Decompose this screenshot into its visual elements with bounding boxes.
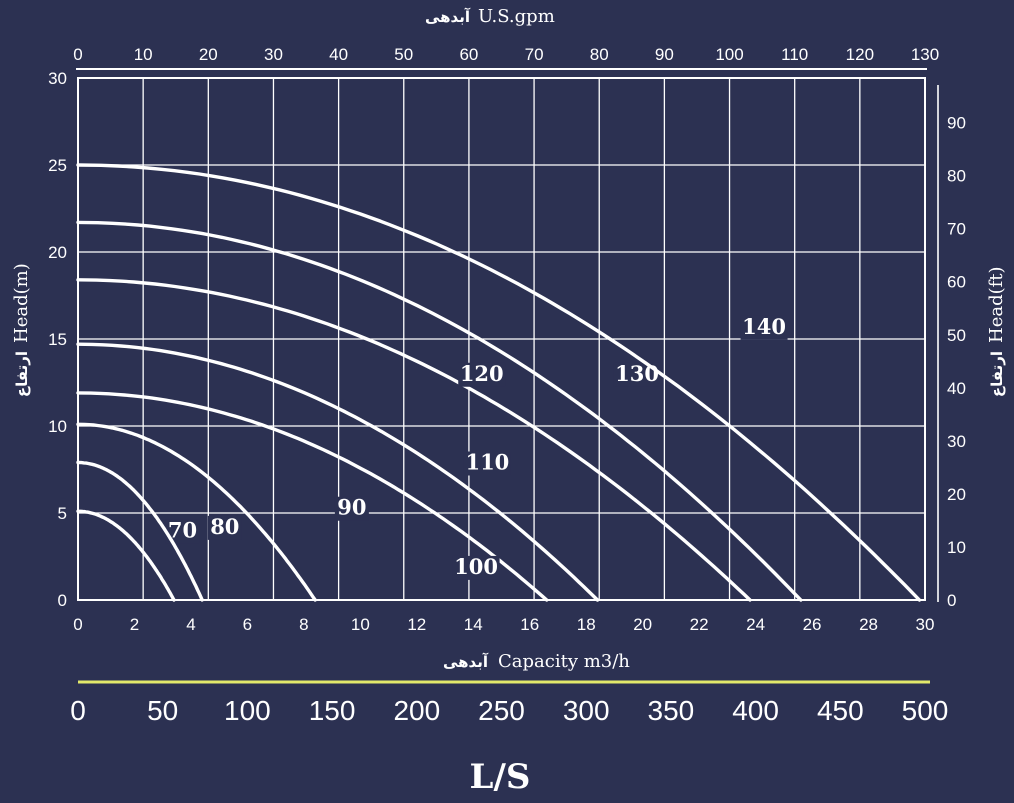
ls-tick-label: 150	[309, 695, 356, 726]
curve-label-bg-80	[207, 515, 242, 540]
x-tick-label: 12	[407, 615, 426, 634]
impeller-curve-130	[76, 220, 803, 602]
top-tick-label: 90	[655, 45, 674, 64]
curve-label-bg-140	[740, 315, 788, 340]
ls-tick-label: 350	[648, 695, 695, 726]
ls-tick-label: 200	[393, 695, 440, 726]
ls-tick-label: 400	[732, 695, 779, 726]
x-tick-label: 6	[243, 615, 252, 634]
top-tick-label: 20	[199, 45, 218, 64]
y-right-tick-label: 70	[947, 220, 966, 239]
ls-tick-label: 50	[147, 695, 178, 726]
top-tick-label: 0	[73, 45, 82, 64]
y-left-title-fa: ارتفاع	[13, 351, 31, 397]
top-tick-label: 80	[590, 45, 609, 64]
top-axis-title-fa: آبدهی	[425, 8, 471, 26]
ls-tick-label: 450	[817, 695, 864, 726]
curve-label-90: 90	[337, 495, 366, 520]
ls-axis-title: L/S	[470, 757, 531, 797]
curve-label-140: 140	[742, 314, 786, 339]
x-tick-label: 18	[577, 615, 596, 634]
y-right-tick-label: 0	[947, 591, 956, 610]
ls-tick-label: 250	[478, 695, 525, 726]
curve-label-120: 120	[460, 361, 504, 386]
top-tick-label: 50	[394, 45, 413, 64]
y-left-tick-label: 20	[48, 243, 67, 262]
x-tick-label: 4	[186, 615, 195, 634]
impeller-curve-80	[76, 460, 204, 602]
curve-label-80: 80	[210, 514, 239, 539]
top-tick-label: 130	[911, 45, 939, 64]
y-right-tick-label: 60	[947, 273, 966, 292]
top-tick-label: 120	[846, 45, 874, 64]
top-tick-label: 30	[264, 45, 283, 64]
x-tick-label: 24	[746, 615, 765, 634]
impeller-curve-90	[76, 422, 317, 602]
y-left-tick-label: 10	[48, 417, 67, 436]
curve-layer: 70 80 90 100 110 120 130 140	[76, 163, 922, 602]
top-tick-label: 40	[329, 45, 348, 64]
impeller-curve-100	[76, 391, 549, 602]
y-right-tick-label: 80	[947, 167, 966, 186]
y-left-tick-label: 25	[48, 156, 67, 175]
top-tick-label: 60	[459, 45, 478, 64]
curve-label-110: 110	[465, 450, 509, 475]
text-layer: 0 10 20 30 40 50 60 70 80 90 100 110 120 130051015202…	[48, 45, 966, 726]
y-right-tick-label: 30	[947, 432, 966, 451]
x-tick-label: 8	[299, 615, 308, 634]
x-tick-label: 30	[916, 615, 935, 634]
y-left-tick-label: 15	[48, 330, 67, 349]
top-tick-label: 70	[525, 45, 544, 64]
y-right-title-group: ارتفاع Head(ft)	[986, 266, 1007, 397]
y-right-tick-label: 40	[947, 379, 966, 398]
x-tick-label: 22	[690, 615, 709, 634]
y-left-title: Head(m)	[11, 263, 32, 343]
curve-label-bg-90	[334, 496, 369, 521]
y-left-tick-label: 5	[58, 504, 67, 523]
curve-label-130: 130	[615, 361, 659, 386]
top-tick-label: 10	[134, 45, 153, 64]
ls-tick-label: 100	[224, 695, 271, 726]
y-right-tick-label: 20	[947, 485, 966, 504]
y-right-title: Head(ft)	[986, 266, 1007, 343]
grid-layer	[76, 68, 939, 684]
y-right-tick-label: 10	[947, 538, 966, 557]
top-axis-title: U.S.gpm	[478, 6, 555, 27]
curve-label-100: 100	[454, 554, 498, 579]
ls-tick-label: 0	[70, 695, 86, 726]
impeller-curve-140	[76, 163, 922, 602]
x-tick-label: 2	[130, 615, 139, 634]
y-right-tick-label: 90	[947, 114, 966, 133]
curve-label-bg-100	[452, 555, 500, 580]
x-tick-label: 28	[859, 615, 878, 634]
x-tick-label: 16	[520, 615, 539, 634]
x-tick-label: 10	[351, 615, 370, 634]
top-tick-label: 110	[781, 45, 808, 64]
top-tick-label: 100	[715, 45, 743, 64]
x-axis-title-fa: آبدهی	[443, 653, 489, 671]
ls-tick-label: 300	[563, 695, 610, 726]
curve-label-bg-110	[463, 451, 511, 476]
curve-label-70: 70	[168, 517, 197, 542]
x-tick-label: 0	[73, 615, 82, 634]
x-tick-label: 14	[464, 615, 483, 634]
y-right-tick-label: 50	[947, 326, 966, 345]
y-left-tick-label: 0	[58, 591, 67, 610]
x-tick-label: 26	[803, 615, 822, 634]
x-axis-title: Capacity m3/h	[498, 651, 630, 672]
impeller-curve-70	[76, 509, 176, 602]
y-left-tick-label: 30	[48, 69, 67, 88]
y-left-title-group: ارتفاع Head(m)	[11, 263, 32, 397]
ls-tick-label: 500	[902, 695, 949, 726]
curve-label-bg-120	[458, 362, 506, 387]
y-right-title-fa: ارتفاع	[988, 351, 1006, 397]
impeller-curve-110	[76, 342, 600, 602]
x-tick-label: 20	[633, 615, 652, 634]
